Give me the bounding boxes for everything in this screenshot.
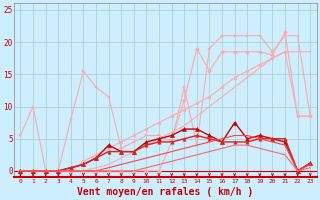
X-axis label: Vent moyen/en rafales ( km/h ): Vent moyen/en rafales ( km/h ) <box>77 187 253 197</box>
